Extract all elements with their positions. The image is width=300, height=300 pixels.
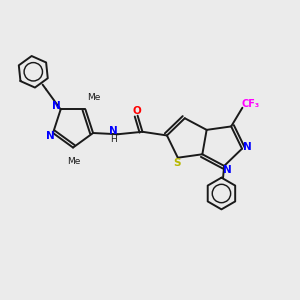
Text: S: S [173,158,181,168]
Text: CF₃: CF₃ [241,99,260,109]
Text: N: N [46,131,54,141]
Text: O: O [132,106,141,116]
Text: N: N [243,142,251,152]
Text: Me: Me [87,93,100,102]
Text: N: N [52,101,61,112]
Text: N: N [223,165,232,175]
Text: N: N [110,126,118,136]
Text: Me: Me [67,157,81,166]
Text: H: H [110,135,117,144]
